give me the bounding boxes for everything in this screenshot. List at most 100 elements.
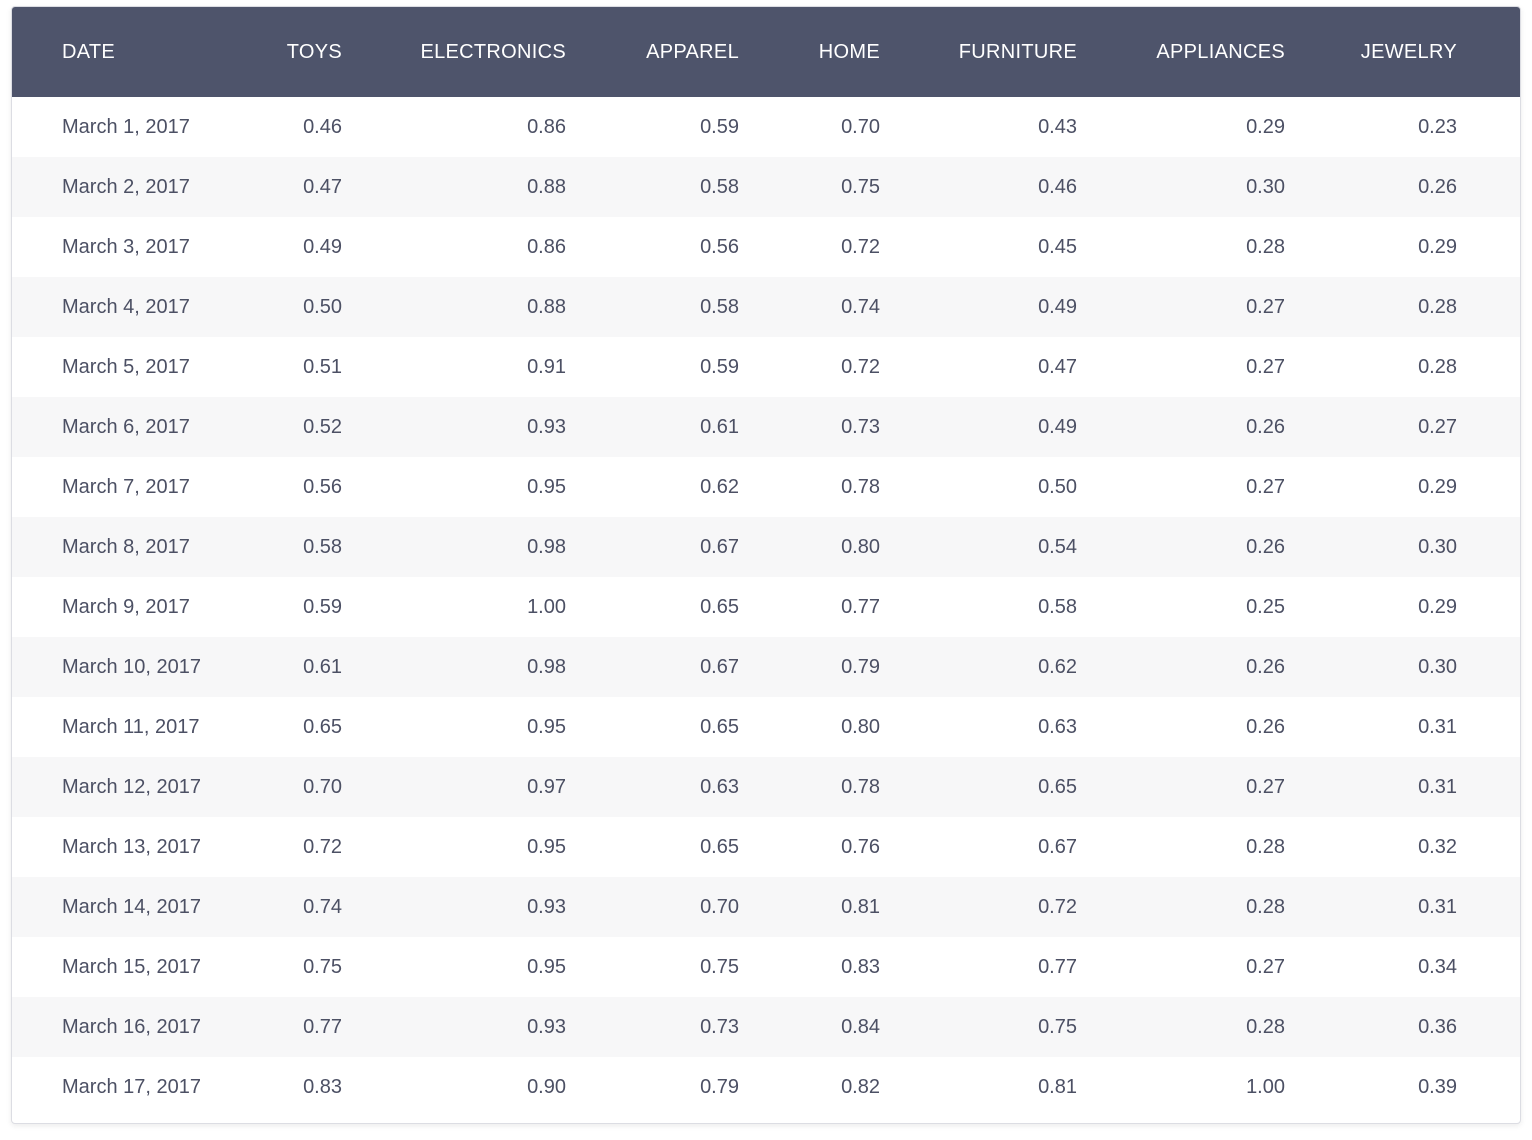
cell-electronics: 1.00 — [527, 595, 566, 618]
cell-jewelry: 0.28 — [1418, 295, 1457, 318]
column-header-jewelry: JEWELRY — [1360, 40, 1457, 63]
cell-home: 0.72 — [841, 355, 880, 378]
cell-toys: 0.72 — [303, 835, 342, 858]
cell-electronics: 0.98 — [527, 655, 566, 678]
cell-toys: 0.70 — [303, 775, 342, 798]
column-header-toys: TOYS — [286, 40, 342, 63]
cell-jewelry: 0.29 — [1418, 475, 1457, 498]
cell-appliances: 0.26 — [1246, 535, 1285, 558]
cell-jewelry: 0.23 — [1418, 115, 1457, 138]
cell-jewelry: 0.30 — [1418, 655, 1457, 678]
cell-date: March 10, 2017 — [62, 655, 201, 678]
cell-date: March 7, 2017 — [62, 475, 190, 498]
cell-home: 0.73 — [841, 415, 880, 438]
cell-home: 0.77 — [841, 595, 880, 618]
cell-furniture: 0.62 — [1038, 655, 1077, 678]
table-row: March 12, 2017 0.70 0.97 0.63 0.78 0.65 0.27 0.… — [12, 757, 1520, 817]
cell-apparel: 0.75 — [700, 955, 739, 978]
cell-home: 0.76 — [841, 835, 880, 858]
cell-appliances: 0.27 — [1246, 475, 1285, 498]
cell-date: March 6, 2017 — [62, 415, 190, 438]
cell-home: 0.74 — [841, 295, 880, 318]
cell-appliances: 0.27 — [1246, 955, 1285, 978]
cell-apparel: 0.67 — [700, 535, 739, 558]
cell-electronics: 0.95 — [527, 715, 566, 738]
cell-toys: 0.59 — [303, 595, 342, 618]
cell-furniture: 0.49 — [1038, 415, 1077, 438]
cell-date: March 13, 2017 — [62, 835, 201, 858]
cell-jewelry: 0.26 — [1418, 175, 1457, 198]
table-row: March 15, 2017 0.75 0.95 0.75 0.83 0.77 0.27 0.… — [12, 937, 1520, 997]
cell-apparel: 0.56 — [700, 235, 739, 258]
cell-toys: 0.58 — [303, 535, 342, 558]
cell-jewelry: 0.39 — [1418, 1075, 1457, 1098]
cell-toys: 0.46 — [303, 115, 342, 138]
cell-date: March 2, 2017 — [62, 175, 190, 198]
cell-electronics: 0.91 — [527, 355, 566, 378]
cell-apparel: 0.70 — [700, 895, 739, 918]
cell-toys: 0.47 — [303, 175, 342, 198]
cell-furniture: 0.54 — [1038, 535, 1077, 558]
cell-appliances: 0.27 — [1246, 295, 1285, 318]
cell-apparel: 0.59 — [700, 355, 739, 378]
cell-toys: 0.50 — [303, 295, 342, 318]
table-row: March 10, 2017 0.61 0.98 0.67 0.79 0.62 0.26 0.… — [12, 637, 1520, 697]
cell-date: March 17, 2017 — [62, 1075, 201, 1098]
table-row: March 8, 2017 0.58 0.98 0.67 0.80 0.54 0.26 0.3… — [12, 517, 1520, 577]
cell-home: 0.82 — [841, 1075, 880, 1098]
cell-furniture: 0.46 — [1038, 175, 1077, 198]
cell-apparel: 0.63 — [700, 775, 739, 798]
cell-furniture: 0.67 — [1038, 835, 1077, 858]
cell-furniture: 0.45 — [1038, 235, 1077, 258]
cell-home: 0.70 — [841, 115, 880, 138]
sales-table: DATE TOYS ELECTRONICS APPAREL HOME FURNITURE A… — [12, 7, 1520, 1117]
cell-appliances: 0.25 — [1246, 595, 1285, 618]
cell-toys: 0.52 — [303, 415, 342, 438]
column-header-home: HOME — [818, 40, 880, 63]
cell-electronics: 0.88 — [527, 295, 566, 318]
cell-apparel: 0.58 — [700, 295, 739, 318]
cell-home: 0.72 — [841, 235, 880, 258]
cell-toys: 0.77 — [303, 1015, 342, 1038]
table-header: DATE TOYS ELECTRONICS APPAREL HOME FURNITURE A… — [12, 7, 1520, 97]
cell-appliances: 0.28 — [1246, 1015, 1285, 1038]
cell-home: 0.81 — [841, 895, 880, 918]
cell-appliances: 0.26 — [1246, 415, 1285, 438]
table-row: March 11, 2017 0.65 0.95 0.65 0.80 0.63 0.26 0.… — [12, 697, 1520, 757]
cell-date: March 3, 2017 — [62, 235, 190, 258]
cell-appliances: 0.27 — [1246, 775, 1285, 798]
cell-date: March 4, 2017 — [62, 295, 190, 318]
cell-appliances: 0.28 — [1246, 895, 1285, 918]
table-row: March 1, 2017 0.46 0.86 0.59 0.70 0.43 0.29 0.2… — [12, 97, 1520, 157]
cell-home: 0.80 — [841, 535, 880, 558]
cell-jewelry: 0.28 — [1418, 355, 1457, 378]
cell-apparel: 0.65 — [700, 835, 739, 858]
cell-jewelry: 0.29 — [1418, 595, 1457, 618]
cell-apparel: 0.62 — [700, 475, 739, 498]
cell-appliances: 0.27 — [1246, 355, 1285, 378]
cell-date: March 9, 2017 — [62, 595, 190, 618]
cell-appliances: 0.28 — [1246, 235, 1285, 258]
cell-jewelry: 0.31 — [1418, 715, 1457, 738]
cell-date: March 1, 2017 — [62, 115, 190, 138]
table-row: March 2, 2017 0.47 0.88 0.58 0.75 0.46 0.30 0.2… — [12, 157, 1520, 217]
cell-appliances: 0.26 — [1246, 655, 1285, 678]
cell-home: 0.84 — [841, 1015, 880, 1038]
table-row: March 6, 2017 0.52 0.93 0.61 0.73 0.49 0.26 0.2… — [12, 397, 1520, 457]
cell-home: 0.80 — [841, 715, 880, 738]
cell-electronics: 0.95 — [527, 475, 566, 498]
cell-date: March 14, 2017 — [62, 895, 201, 918]
cell-home: 0.75 — [841, 175, 880, 198]
cell-furniture: 0.72 — [1038, 895, 1077, 918]
cell-apparel: 0.67 — [700, 655, 739, 678]
cell-toys: 0.56 — [303, 475, 342, 498]
cell-furniture: 0.50 — [1038, 475, 1077, 498]
cell-date: March 5, 2017 — [62, 355, 190, 378]
cell-home: 0.78 — [841, 775, 880, 798]
cell-toys: 0.74 — [303, 895, 342, 918]
cell-appliances: 0.28 — [1246, 835, 1285, 858]
cell-furniture: 0.63 — [1038, 715, 1077, 738]
cell-appliances: 0.29 — [1246, 115, 1285, 138]
cell-date: March 8, 2017 — [62, 535, 190, 558]
cell-jewelry: 0.31 — [1418, 775, 1457, 798]
